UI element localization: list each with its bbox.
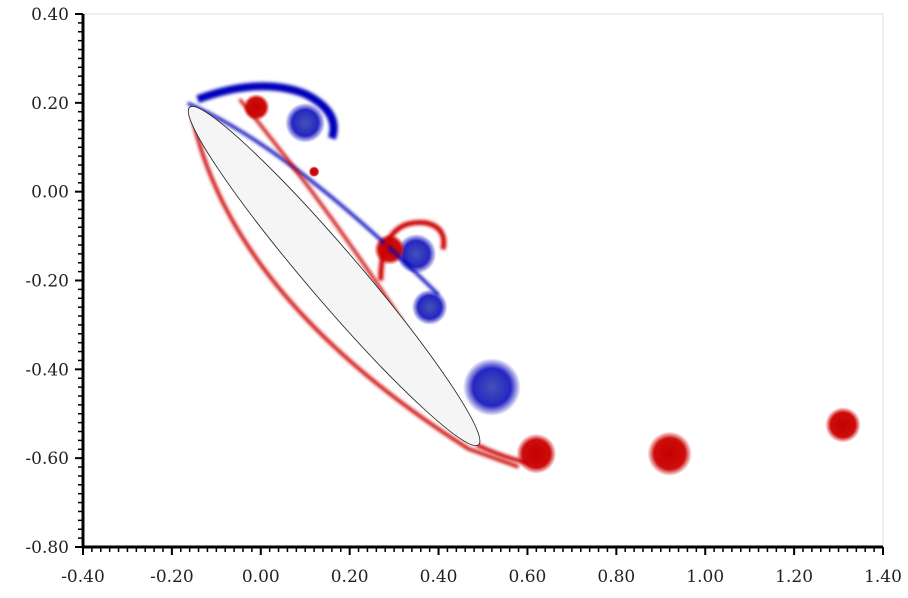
vortex-red-wake-1: [647, 431, 692, 476]
x-tick-label: 0.40: [420, 567, 458, 587]
vortex-lev-blue-top: [285, 102, 326, 143]
vortex-red-tip: [516, 433, 557, 474]
y-tick-label: 0.20: [31, 94, 69, 114]
vortex-red-wake-2: [825, 407, 861, 443]
vortex-small-red: [308, 166, 320, 178]
x-tick-label: 0.00: [242, 567, 280, 587]
x-tick-label: 0.20: [331, 567, 369, 587]
mid-vortex-red-arc: [378, 220, 447, 281]
suction-side-shear-layer: [187, 101, 440, 296]
vortex-lower-blue: [463, 358, 521, 416]
x-tick-label: 0.60: [509, 567, 547, 587]
airfoil: [187, 106, 481, 447]
x-tick-label: -0.20: [150, 567, 194, 587]
x-tick-label: 1.00: [686, 567, 724, 587]
x-tick-label: 1.20: [775, 567, 813, 587]
x-tick-label: -0.40: [61, 567, 105, 587]
x-tick-label: 0.80: [597, 567, 635, 587]
y-axis-tick-labels: 0.40 0.20 0.00 -0.20 -0.40 -0.60 -0.80: [25, 5, 69, 558]
leading-edge-vortex-arc: [196, 82, 338, 140]
y-tick-label: -0.40: [25, 360, 69, 380]
axes: [75, 13, 884, 555]
x-axis-tick-labels: -0.40 -0.20 0.00 0.20 0.40 0.60 0.80 1.00 1.20 1.…: [61, 567, 902, 587]
plot-area: [82, 13, 884, 548]
y-tick-label: -0.80: [25, 538, 69, 558]
vortex-lev-red-top: [243, 93, 270, 121]
y-tick-label: 0.00: [31, 183, 69, 203]
y-tick-label: 0.40: [31, 5, 69, 25]
y-tick-label: -0.20: [25, 272, 69, 292]
x-tick-label: 1.40: [864, 567, 902, 587]
pressure-side-shear-layer: [189, 112, 520, 469]
vorticity-field: [187, 82, 861, 476]
vortex-lower-blue-2: [411, 289, 448, 325]
trailing-edge-red-strand: [475, 443, 528, 465]
y-tick-label: -0.60: [25, 449, 69, 469]
